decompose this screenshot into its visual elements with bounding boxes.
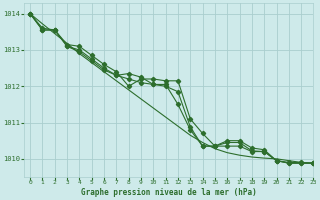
X-axis label: Graphe pression niveau de la mer (hPa): Graphe pression niveau de la mer (hPa) <box>81 188 257 197</box>
